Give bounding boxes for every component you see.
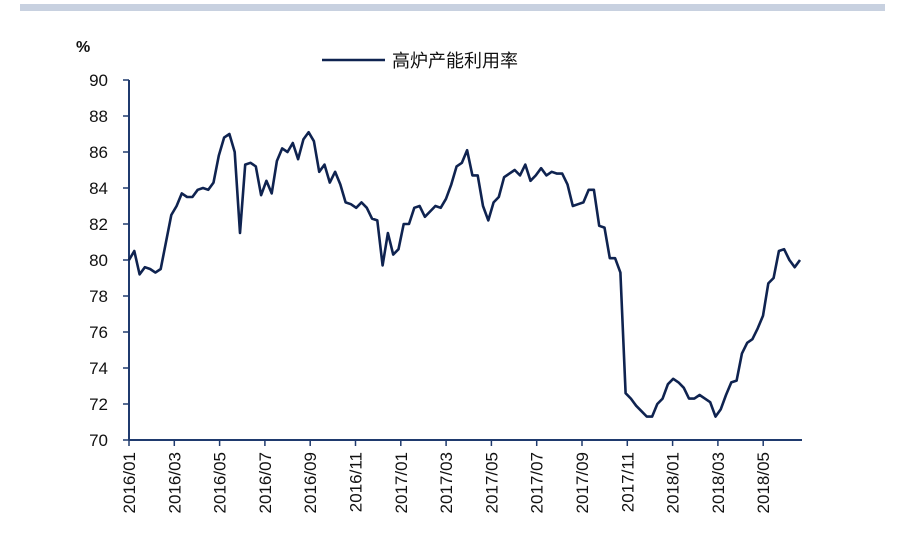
x-tick-label: 2018/05 <box>754 452 773 513</box>
y-tick-label: 82 <box>89 215 108 234</box>
y-tick-label: 76 <box>89 323 108 342</box>
x-tick-label: 2016/07 <box>256 452 275 513</box>
x-tick-label: 2017/11 <box>618 452 637 512</box>
x-tick-label: 2017/05 <box>482 452 501 513</box>
x-tick-label: 2016/11 <box>347 452 366 512</box>
y-tick-label: 80 <box>89 251 108 270</box>
x-tick-label: 2016/01 <box>120 452 139 513</box>
x-tick-label: 2017/01 <box>392 452 411 513</box>
y-tick-label: 78 <box>89 287 108 306</box>
x-tick-label: 2017/07 <box>528 452 547 513</box>
legend: 高炉产能利用率 <box>322 51 518 71</box>
y-tick-label: 70 <box>89 431 108 450</box>
y-tick-label: 74 <box>89 359 108 378</box>
y-tick-label: 90 <box>89 71 108 90</box>
x-tick-label: 2017/09 <box>573 452 592 513</box>
y-tick-label: 86 <box>89 143 108 162</box>
x-tick-label: 2016/05 <box>211 452 230 513</box>
x-tick-label: 2018/01 <box>664 452 683 513</box>
y-tick-label: 84 <box>89 179 108 198</box>
y-tick-label: 88 <box>89 107 108 126</box>
series-line-blast-furnace-utilization <box>127 130 802 418</box>
x-tick-label: 2018/03 <box>709 452 728 513</box>
legend-label: 高炉产能利用率 <box>392 51 518 71</box>
y-axis-unit-label: % <box>76 39 90 56</box>
x-tick-label: 2017/03 <box>437 452 456 513</box>
top-banner-bar <box>20 4 885 11</box>
y-axis: 70 72 74 76 78 80 82 84 86 88 90 <box>89 71 130 450</box>
y-tick-label: 72 <box>89 395 108 414</box>
x-axis: 2016/01 2016/03 2016/05 2016/07 2016/09 2016/… <box>120 439 802 513</box>
x-tick-label: 2016/03 <box>165 452 184 513</box>
x-tick-label: 2016/09 <box>301 452 320 513</box>
